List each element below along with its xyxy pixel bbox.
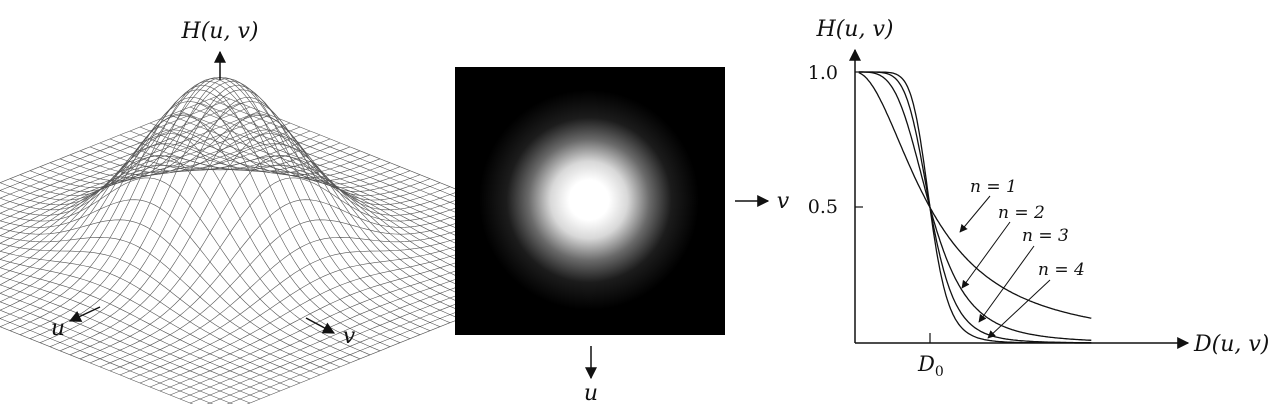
mesh-line-v <box>0 243 321 376</box>
mesh-line-u <box>0 81 401 327</box>
series-label-4: n = 4 <box>1038 260 1085 280</box>
chart-x-tick-d0-sub: 0 <box>935 364 944 380</box>
image-u-label: u <box>584 381 598 404</box>
image-panel: v u <box>455 67 790 404</box>
series-pointer-2 <box>961 221 1011 289</box>
mesh-line-v <box>0 177 361 360</box>
mesh-line-v <box>29 77 431 331</box>
mesh-line-v <box>0 235 331 372</box>
series-pointer-3 <box>978 245 1035 323</box>
mesh-line-u <box>99 206 501 368</box>
mesh-line-v <box>0 284 271 396</box>
chart-y-tick-2: 0.5 <box>808 196 838 218</box>
curve-n1 <box>858 72 1092 319</box>
mesh-line-u <box>119 214 521 376</box>
mesh-line-v <box>0 199 351 364</box>
mesh-v-label: v <box>343 324 356 349</box>
series-label-1: n = 1 <box>970 177 1017 197</box>
mesh-line-u <box>79 177 481 360</box>
image-v-label: v <box>777 189 790 214</box>
mesh-line-u <box>0 101 381 311</box>
mesh-line-v <box>0 97 401 343</box>
mesh-line-u <box>9 77 411 331</box>
chart-x-tick-d0: D0 <box>917 352 944 380</box>
filter-image-bright-spot <box>479 90 699 310</box>
series-pointer-4 <box>987 279 1051 339</box>
mesh-line-v <box>0 113 391 347</box>
mesh-line-u <box>39 97 441 343</box>
series-pointer-1 <box>959 195 991 233</box>
chart-curves <box>858 71 1092 344</box>
mesh-line-v <box>0 267 291 388</box>
mesh-line-v <box>59 101 461 320</box>
mesh-line-v <box>69 115 471 316</box>
mesh-line-v <box>0 219 341 368</box>
mesh-line-u <box>69 155 471 356</box>
mesh-line-v <box>9 85 411 339</box>
chart-y-tick-1: 1.0 <box>808 62 838 84</box>
mesh-u-arrow <box>68 306 101 322</box>
mesh-line-v <box>109 138 511 300</box>
mesh-surface <box>0 77 621 404</box>
curve-n2 <box>858 71 1092 341</box>
mesh-line-v <box>99 142 501 304</box>
curve-n3 <box>858 71 1092 344</box>
mesh-line-u <box>49 113 451 347</box>
mesh-line-v <box>0 155 371 356</box>
mesh-line-u <box>89 199 491 364</box>
chart-x-tick-d0-main: D <box>917 352 935 376</box>
mesh-u-label: u <box>51 316 65 341</box>
mesh-line-v <box>89 143 491 308</box>
mesh-line-v <box>39 81 441 327</box>
series-label-2: n = 2 <box>998 203 1045 223</box>
mesh-title-label: H(u, v) <box>181 19 259 44</box>
chart-y-axis-label: H(u, v) <box>816 17 894 42</box>
mesh-line-u <box>0 106 251 207</box>
mesh-line-v <box>0 250 311 380</box>
mesh-line-u <box>109 210 511 372</box>
chart-x-axis-label: D(u, v) <box>1193 332 1269 357</box>
profile-chart: H(u, v) D(u, v) 1.0 0.5 D0 n = 1 n = 2 n… <box>808 17 1270 380</box>
mesh-line-v <box>0 326 194 404</box>
mesh-line-v <box>0 292 261 400</box>
mesh-line-u <box>29 85 431 339</box>
mesh-line-u <box>59 133 461 352</box>
mesh-line-u <box>0 102 241 199</box>
mesh-line-v <box>0 309 234 404</box>
curve-n4 <box>858 71 1092 344</box>
mesh-panel: H(u, v) u v <box>0 19 621 404</box>
mesh-line-v <box>0 301 251 404</box>
mesh-line-v <box>0 133 381 352</box>
mesh-line-u <box>0 130 311 252</box>
series-label-3: n = 3 <box>1022 226 1069 246</box>
mesh-line-v <box>0 318 214 404</box>
mesh-line-v <box>0 259 301 384</box>
mesh-v-arrow <box>305 317 336 334</box>
mesh-line-v <box>0 275 281 392</box>
